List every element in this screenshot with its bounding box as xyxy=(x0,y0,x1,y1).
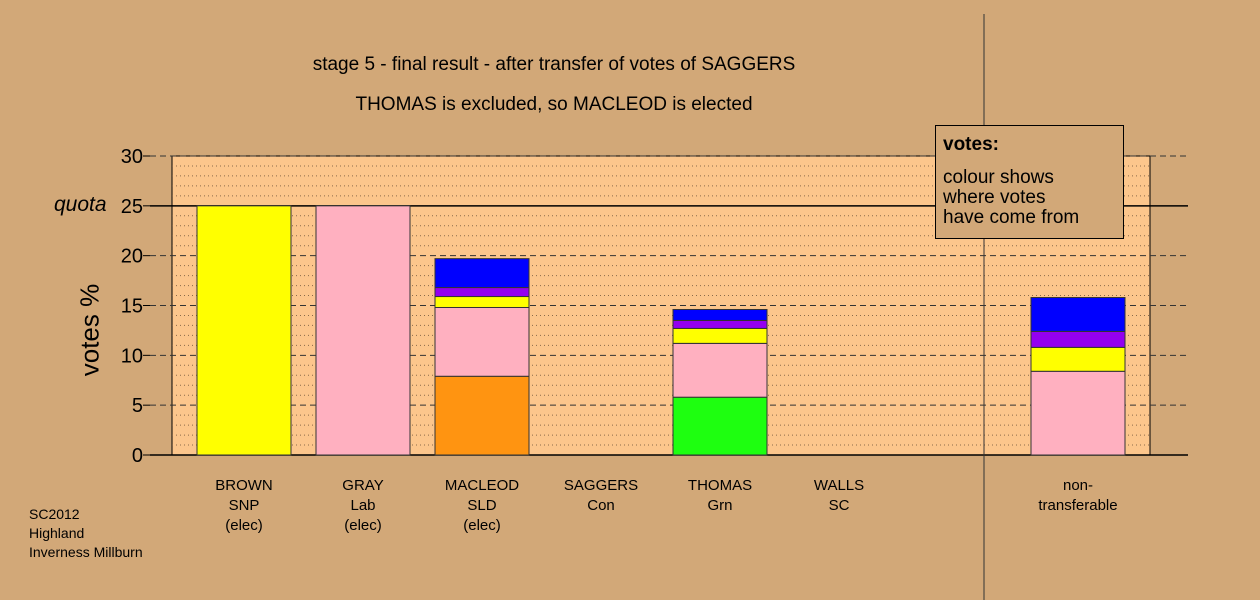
bar-segment xyxy=(672,396,768,456)
y-tick-label: 25 xyxy=(121,196,143,218)
bar-segment xyxy=(196,205,292,456)
footer-line: SC2012 xyxy=(29,506,80,522)
x-tick-label: non-transferable xyxy=(1013,476,1143,516)
bar-segment xyxy=(1030,346,1126,372)
bar-segment xyxy=(672,308,768,321)
x-tick-label-line: SAGGERS xyxy=(563,477,639,494)
legend-line: colour shows xyxy=(943,167,1054,188)
x-tick-label-line: SNP xyxy=(228,497,260,514)
bar-segment xyxy=(672,319,768,329)
x-tick-label-line: (elec) xyxy=(463,517,501,534)
bar-segment xyxy=(434,296,530,308)
legend-line: have come from xyxy=(943,207,1080,228)
x-tick-label-line: non- xyxy=(1062,477,1094,494)
y-tick-label: 10 xyxy=(121,345,143,367)
x-tick-label-line: WALLS xyxy=(813,477,865,494)
x-tick-label-line: transferable xyxy=(1038,497,1118,514)
quota-label: quota xyxy=(54,193,107,216)
x-tick-label-line: THOMAS xyxy=(687,477,753,494)
x-tick-label-line: (elec) xyxy=(344,517,382,534)
bar-segment xyxy=(672,342,768,398)
x-tick-label: BROWN SNP (elec) xyxy=(179,476,309,536)
x-tick-label-line: GRAY xyxy=(342,477,384,494)
chart-title: stage 5 - final result - after transfer … xyxy=(312,54,796,75)
x-tick-label: SAGGERS Con xyxy=(536,476,666,516)
bar-segment xyxy=(434,306,530,377)
y-tick-label: 0 xyxy=(132,445,143,467)
y-tick-label: 30 xyxy=(121,146,143,168)
legend: votes: colour shows where votes have com… xyxy=(935,125,1124,239)
x-tick-label-line: MACLEOD xyxy=(444,477,520,494)
x-tick-label-line: BROWN xyxy=(215,477,273,494)
chart-subtitle: THOMAS is excluded, so MACLEOD is electe… xyxy=(355,94,753,115)
bar-segment xyxy=(434,287,530,298)
x-tick-label-line: (elec) xyxy=(225,517,263,534)
x-tick-label: WALLS SC xyxy=(774,476,904,516)
x-tick-label-line: Lab xyxy=(350,497,376,514)
legend-line: where votes xyxy=(943,187,1046,208)
y-tick-label: 5 xyxy=(132,395,143,417)
footer-note: SC2012 Highland Inverness Millburn xyxy=(29,505,143,562)
y-axis-label: votes % xyxy=(74,283,105,377)
x-tick-label-line: Grn xyxy=(707,497,733,514)
x-tick-label-line: Con xyxy=(587,497,615,514)
legend-title: votes: xyxy=(943,134,999,155)
x-tick-label-line: SLD xyxy=(467,497,497,514)
y-tick-label: 15 xyxy=(121,296,143,318)
bar-segment xyxy=(315,205,411,456)
footer-line: Inverness Millburn xyxy=(29,544,143,560)
x-tick-label: THOMAS Grn xyxy=(655,476,785,516)
bar-segment xyxy=(1030,370,1126,456)
footer-line: Highland xyxy=(29,525,85,541)
y-tick-label: 20 xyxy=(121,246,143,268)
x-tick-label: MACLEOD SLD (elec) xyxy=(417,476,547,536)
bar-segment xyxy=(434,258,530,289)
bar-segment xyxy=(672,327,768,344)
x-tick-label-line: SC xyxy=(828,497,850,514)
bar-segment xyxy=(1030,297,1126,332)
bar-segment xyxy=(434,375,530,456)
x-tick-label: GRAY Lab (elec) xyxy=(298,476,428,536)
bar-segment xyxy=(1030,330,1126,348)
